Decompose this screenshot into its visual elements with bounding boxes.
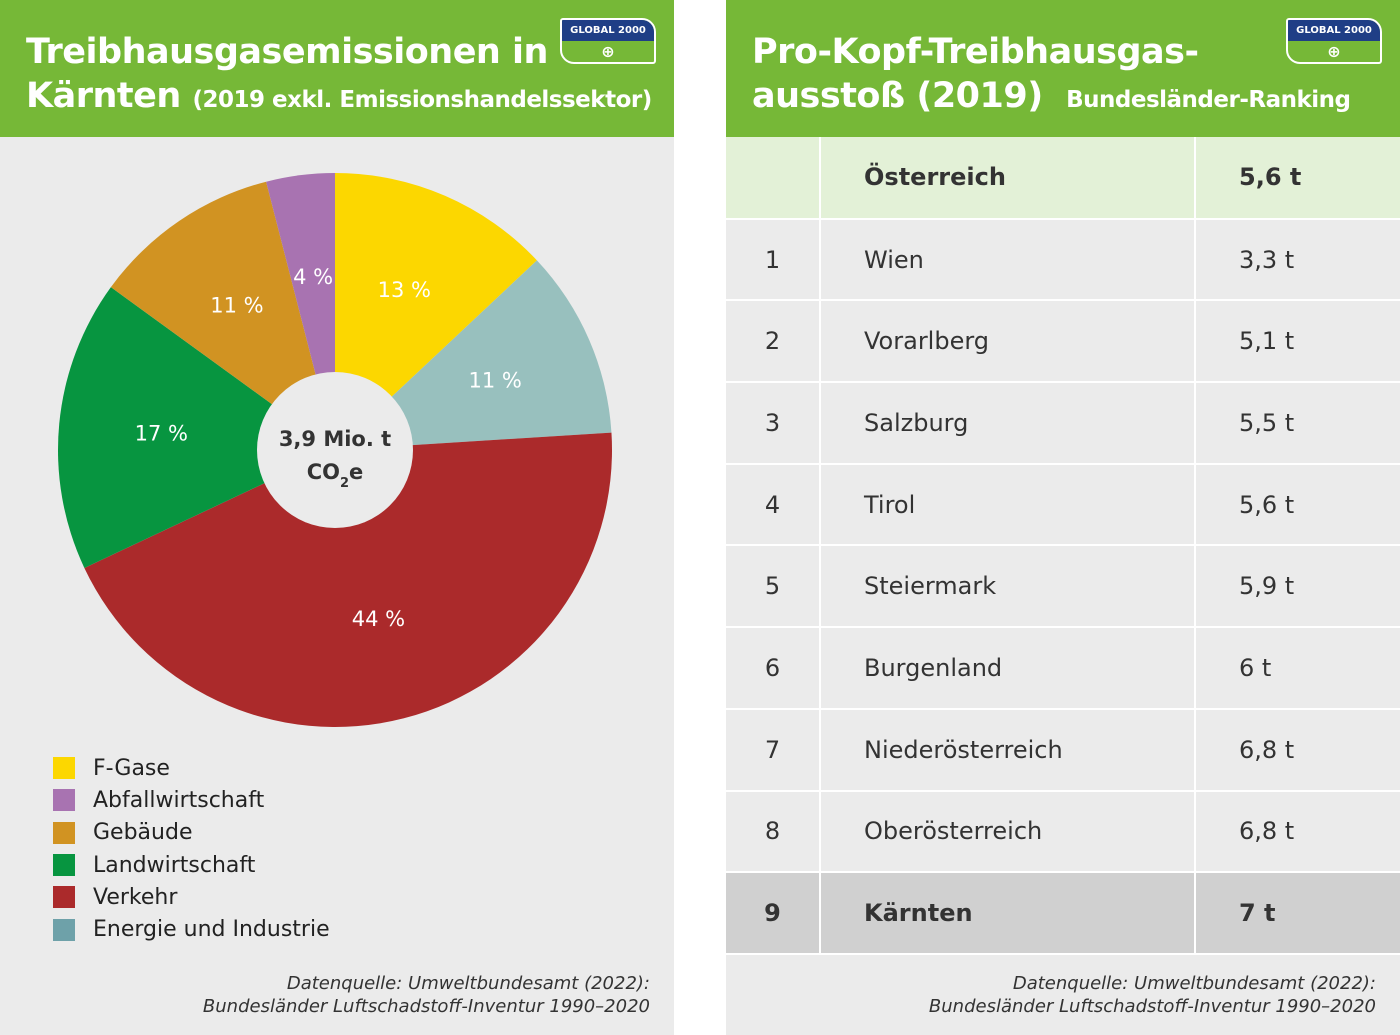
legend-item: Gebäude <box>53 817 330 849</box>
title-line1: Pro-Kopf-Treibhausgas- <box>752 32 1199 72</box>
rank-cell: 7 <box>726 708 821 792</box>
rank-cell: 6 <box>726 627 821 710</box>
title-sub: (2019 exkl. Emissionshandelssektor) <box>192 87 653 113</box>
legend-label: Energie und Industrie <box>93 917 330 943</box>
ranking-panel: Pro-Kopf-Treibhausgas-ausstoß (2019) Bun… <box>726 0 1400 1035</box>
legend-item: F-Gase <box>53 752 330 784</box>
legend-swatch <box>53 789 75 812</box>
value-cell: 5,9 t <box>1195 545 1400 629</box>
pie-slice-gebäude <box>110 181 336 451</box>
slice-label: 44 % <box>352 607 405 631</box>
slice-label: 4 % <box>293 265 333 289</box>
globe-icon: ⊕ <box>1327 42 1341 61</box>
center-total: CO2e <box>307 460 364 491</box>
slice-label: 17 % <box>135 422 188 446</box>
table-row: 4 Tirol 5,6 t <box>726 463 1400 547</box>
slice-label: 11 % <box>468 369 521 393</box>
emissions-panel: Treibhausgasemissionen in Kärnten (2019 e… <box>0 0 674 1035</box>
value-cell: 5,6 t <box>1195 463 1400 547</box>
legend-label: F-Gase <box>93 755 170 781</box>
legend-swatch <box>53 757 75 780</box>
title-line2: ausstoß (2019) <box>752 76 1043 116</box>
table-row: 2 Vorarlberg 5,1 t <box>726 300 1400 384</box>
pie-slice-f-gase <box>335 173 537 450</box>
name-cell: Tirol <box>820 463 1196 547</box>
global2000-logo: GLOBAL 2000 ⊕ <box>1286 18 1382 64</box>
value-cell: 6 t <box>1195 627 1400 710</box>
value-cell: 5,6 t <box>1195 137 1400 220</box>
rank-cell <box>726 137 821 220</box>
rank-cell: 4 <box>726 463 821 547</box>
name-cell: Kärnten <box>820 872 1196 955</box>
title-sub: Bundesländer-Ranking <box>1066 87 1351 113</box>
pie-slice-verkehr <box>84 432 612 727</box>
rank-cell: 9 <box>726 872 821 955</box>
legend-swatch <box>53 854 75 877</box>
legend: F-Gase Abfallwirtschaft Gebäude Landwirtsch… <box>53 752 330 946</box>
name-cell: Steiermark <box>820 545 1196 629</box>
legend-swatch <box>53 821 75 844</box>
source-note: Datenquelle: Umweltbundesamt (2022): Bund… <box>929 972 1376 1018</box>
center-total: 3,9 Mio. t <box>279 427 391 451</box>
table-row: 9 Kärnten 7 t <box>726 872 1400 955</box>
value-cell: 6,8 t <box>1195 708 1400 792</box>
rank-cell: 3 <box>726 382 821 465</box>
name-cell: Oberösterreich <box>820 790 1196 874</box>
logo-text: GLOBAL 2000 <box>562 20 654 41</box>
globe-icon: ⊕ <box>601 42 615 61</box>
legend-label: Landwirtschaft <box>93 852 256 878</box>
name-cell: Niederösterreich <box>820 708 1196 792</box>
legend-swatch <box>53 886 75 909</box>
table-row: 6 Burgenland 6 t <box>726 627 1400 710</box>
rank-cell: 5 <box>726 545 821 629</box>
name-cell: Burgenland <box>820 627 1196 710</box>
source-line1: Datenquelle: Umweltbundesamt (2022): <box>1012 973 1376 994</box>
rank-cell: 2 <box>726 300 821 384</box>
legend-item: Abfallwirtschaft <box>53 784 330 816</box>
pie-chart: 13 % 11 % 44 % 17 % 11 % 4 % 3,9 Mio. t CO2e <box>58 173 612 727</box>
table-row: 1 Wien 3,3 t <box>726 218 1400 302</box>
value-cell: 3,3 t <box>1195 218 1400 302</box>
legend-label: Verkehr <box>93 884 178 910</box>
table-row: 5 Steiermark 5,9 t <box>726 545 1400 629</box>
legend-label: Abfallwirtschaft <box>93 787 265 813</box>
table-row: 8 Oberösterreich 6,8 t <box>726 790 1400 874</box>
logo-text: GLOBAL 2000 <box>1288 20 1380 41</box>
source-line2: Bundesländer Luftschadstoff-Inventur 199… <box>928 996 1376 1017</box>
ranking-table: Österreich 5,6 t 1 Wien 3,3 t 2 Vorarlberg 5,1… <box>726 137 1400 955</box>
value-cell: 7 t <box>1195 872 1400 955</box>
pie-slice-landwirtschaft <box>58 287 336 568</box>
legend-item: Verkehr <box>53 881 330 913</box>
donut-hole <box>257 372 413 528</box>
panel-header: Treibhausgasemissionen in Kärnten (2019 e… <box>0 0 674 137</box>
name-cell: Salzburg <box>820 382 1196 465</box>
pie-slice-energie-und-industrie <box>335 260 612 450</box>
name-cell: Österreich <box>820 137 1196 220</box>
source-line2: Bundesländer Luftschadstoff-Inventur 199… <box>202 996 650 1017</box>
title-line2: Kärnten <box>26 76 181 116</box>
rank-cell: 1 <box>726 218 821 302</box>
table-row: 3 Salzburg 5,5 t <box>726 382 1400 465</box>
legend-label: Gebäude <box>93 820 193 846</box>
value-cell: 5,1 t <box>1195 300 1400 384</box>
source-line1: Datenquelle: Umweltbundesamt (2022): <box>286 973 650 994</box>
legend-item: Energie und Industrie <box>53 913 330 945</box>
name-cell: Vorarlberg <box>820 300 1196 384</box>
value-cell: 5,5 t <box>1195 382 1400 465</box>
name-cell: Wien <box>820 218 1196 302</box>
global2000-logo: GLOBAL 2000 ⊕ <box>560 18 656 64</box>
ranking-title: Pro-Kopf-Treibhausgas-ausstoß (2019) Bun… <box>752 30 1351 122</box>
chart-title: Treibhausgasemissionen in Kärnten (2019 e… <box>26 30 652 122</box>
table-row: 7 Niederösterreich 6,8 t <box>726 708 1400 792</box>
legend-item: Landwirtschaft <box>53 849 330 881</box>
panel-header: Pro-Kopf-Treibhausgas-ausstoß (2019) Bun… <box>726 0 1400 137</box>
value-cell: 6,8 t <box>1195 790 1400 874</box>
austria-row: Österreich 5,6 t <box>726 137 1400 220</box>
rank-cell: 8 <box>726 790 821 874</box>
legend-swatch <box>53 918 75 941</box>
title-line1: Treibhausgasemissionen in <box>26 32 548 72</box>
slice-label: 11 % <box>210 294 263 318</box>
source-note: Datenquelle: Umweltbundesamt (2022): Bund… <box>203 972 650 1018</box>
slice-label: 13 % <box>378 278 431 302</box>
